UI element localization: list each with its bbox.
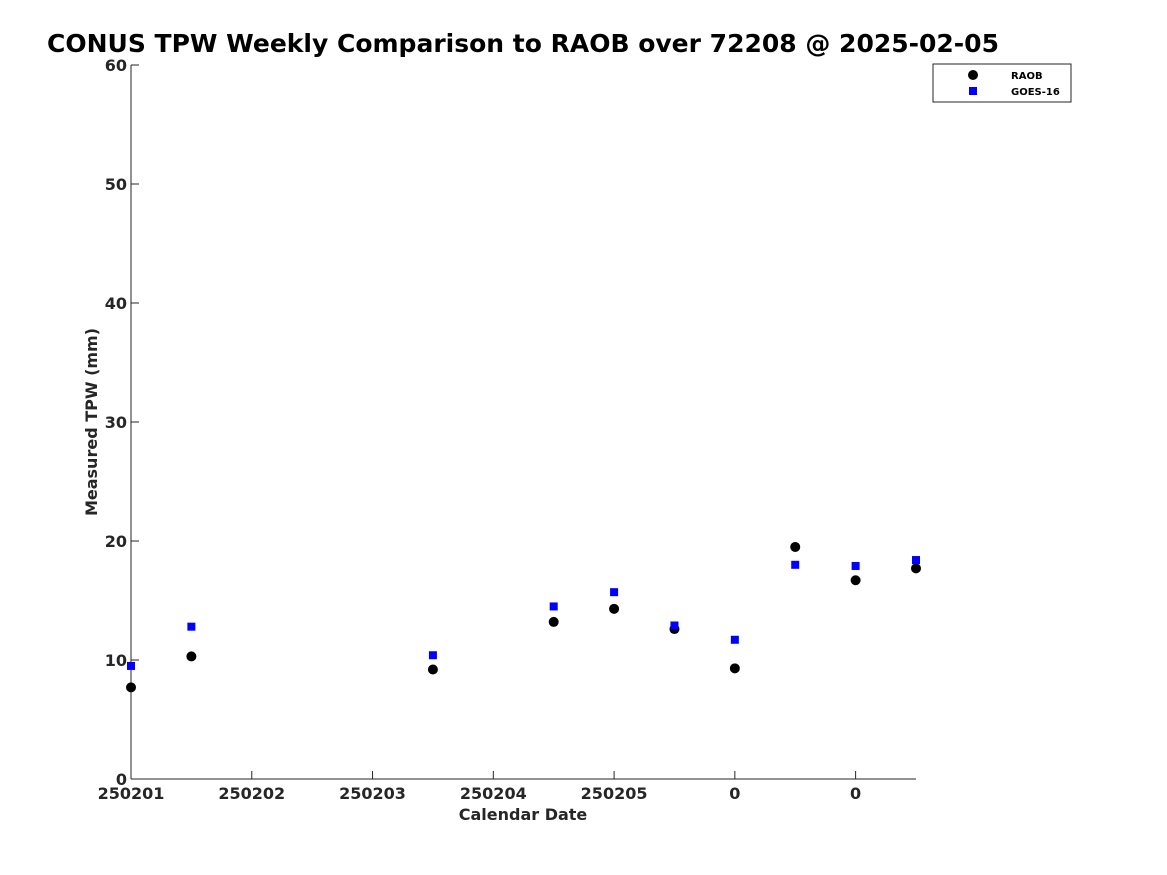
legend: RAOB GOES-16 <box>932 63 1072 103</box>
goes-16-point <box>730 635 739 644</box>
goes-16-point <box>428 651 437 660</box>
x-tick-label: 250205 <box>581 784 648 803</box>
y-tick-label: 0 <box>116 770 127 789</box>
chart-title: CONUS TPW Weekly Comparison to RAOB over… <box>47 29 999 58</box>
axes: 0 10 20 30 40 50 60 250201 250202 250203 250204 250… <box>98 56 916 803</box>
legend-goes-16-marker <box>969 87 977 95</box>
legend-raob-marker <box>968 70 978 80</box>
y-tick-label: 30 <box>105 413 127 432</box>
raob-point <box>850 575 861 586</box>
y-tick-label: 50 <box>105 175 127 194</box>
goes-16-point <box>127 661 135 670</box>
y-tick-label: 20 <box>105 532 127 551</box>
goes-16-point <box>549 602 558 611</box>
goes-16-point <box>670 621 679 630</box>
goes-16-point <box>610 588 619 597</box>
raob-point <box>790 541 801 552</box>
x-tick-label: 0 <box>850 784 861 803</box>
x-axis-label: Calendar Date <box>459 805 588 824</box>
data-marks <box>126 541 921 693</box>
x-tick-label: 250204 <box>460 784 527 803</box>
series-goes-16 <box>127 556 920 670</box>
y-tick-label: 60 <box>105 56 127 75</box>
legend-box <box>932 63 1072 103</box>
x-tick-label: 250202 <box>218 784 285 803</box>
raob-point <box>126 682 136 693</box>
legend-label: GOES-16 <box>1011 87 1060 98</box>
raob-point <box>427 664 438 675</box>
goes-16-point <box>791 560 800 569</box>
raob-point <box>186 651 197 662</box>
raob-point <box>729 663 740 674</box>
x-tick-label: 0 <box>729 784 740 803</box>
raob-point <box>548 616 559 627</box>
y-tick-label: 40 <box>105 294 127 313</box>
y-tick-label: 10 <box>105 651 127 670</box>
series-raob <box>126 541 921 693</box>
raob-point <box>609 603 620 614</box>
raob-point <box>911 563 921 574</box>
goes-16-point <box>187 622 196 631</box>
legend-label: RAOB <box>1011 71 1043 82</box>
x-tick-label: 250201 <box>98 784 165 803</box>
y-axis-label: Measured TPW (mm) <box>82 328 101 516</box>
goes-16-point <box>912 556 920 565</box>
goes-16-point <box>851 561 860 570</box>
x-tick-label: 250203 <box>339 784 406 803</box>
